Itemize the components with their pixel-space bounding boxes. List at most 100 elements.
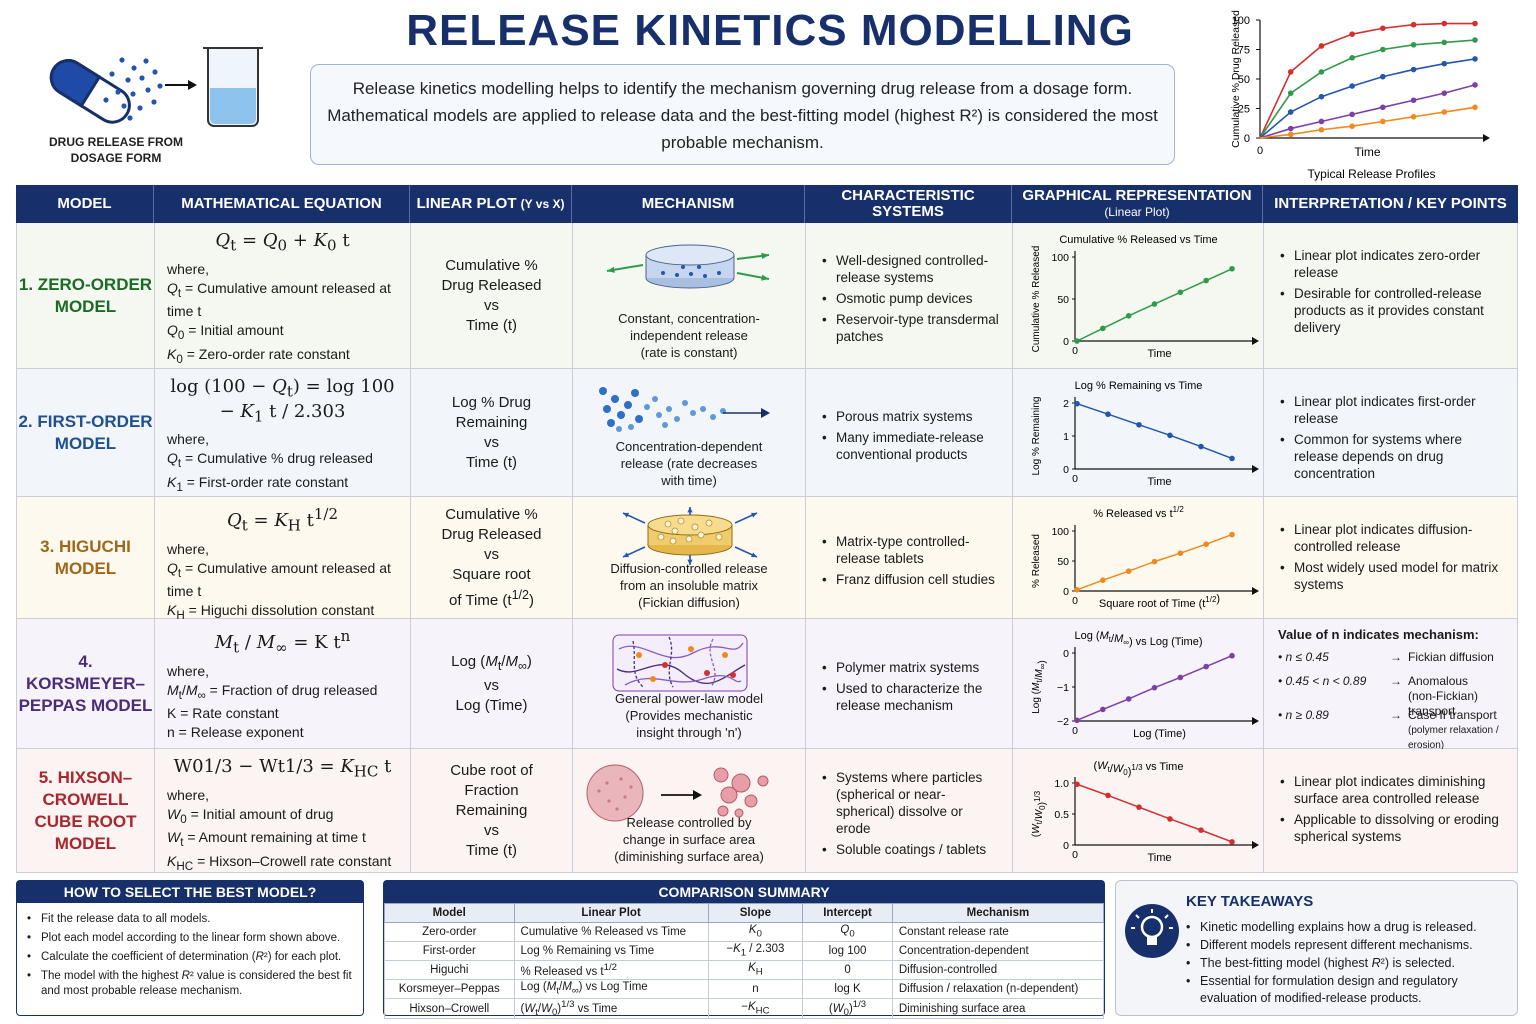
equation-definition: Wt = Amount remaining at time t: [167, 829, 366, 850]
equation-definition: K0 = Zero-order rate constant: [167, 346, 350, 366]
model-name: 1. ZERO-ORDER MODEL: [18, 274, 153, 316]
comparison-header: Model: [384, 903, 515, 923]
interpretation-item: Most widely used model for matrix system…: [1278, 559, 1507, 593]
data-point: [1380, 104, 1386, 111]
linear-plot-chart: Log (Mt/M∞) vs Log (Time)0−1−20 Log (Time…: [1031, 630, 1259, 740]
data-point: [1198, 443, 1204, 450]
typical-release-profiles-chart: 100 75 50 25 00 Time Typical Release Profiles C…: [1230, 10, 1490, 181]
data-point: [1410, 21, 1417, 28]
comparison-row: Hixson–Crowell (Wt/W0)1/3 vs Time −KHC (W0)…: [384, 997, 1105, 1020]
n-arrow: →: [1390, 674, 1402, 688]
how-to-title: HOW TO SELECT THE BEST MODEL?: [17, 881, 363, 903]
data-point: [1380, 118, 1386, 125]
polymer-network-icon: [612, 634, 748, 692]
how-to-item: • The model with the highest R² value is …: [27, 970, 352, 997]
system-item: Systems where particles (spherical or ne…: [820, 769, 1000, 837]
y-tick-label: 0: [1244, 133, 1250, 145]
where-label: where,: [167, 431, 210, 448]
linear-plot-line: of Time (t1/2): [449, 587, 534, 609]
comparison-row: Higuchi% Released vs t1/2 KH 0 Diffusion-co…: [384, 960, 1105, 980]
comparison-cell: (Wt/W0)1/3 vs Time: [513, 997, 709, 1020]
plot-title: (Wt/W0)1/3 vs Time: [1094, 760, 1184, 778]
linear-plot-line: Time (t): [465, 316, 518, 334]
dissolving-sphere-icon: [586, 764, 769, 822]
mechanism-line: with time): [661, 473, 717, 488]
plot-title: Log % Remaining vs Time: [1075, 380, 1203, 392]
interpretation-item: Linear plot indicates zero-order release: [1278, 247, 1507, 281]
equation-definition: Qt = Cumulative % drug released: [167, 450, 373, 470]
page-title: RELEASE KINETICS MODELLING: [406, 6, 1134, 55]
mechanism-line: (Provides mechanistic: [625, 708, 753, 723]
y-tick-label: −1: [1057, 682, 1069, 694]
n-note: (polymer relaxation / erosion): [1408, 725, 1499, 751]
x-tick-label: 0: [1072, 725, 1078, 737]
x-tick-label: 0: [1072, 595, 1078, 607]
comparison-cell: KH: [707, 960, 804, 980]
system-item: Used to characterize the release mechani…: [820, 680, 1000, 714]
y-tick-label: 2: [1063, 398, 1069, 410]
y-axis-label: (Wt/W0)1/3: [1031, 790, 1048, 837]
th-systems: CHARACTERISTIC SYSTEMS: [805, 185, 1012, 223]
y-tick-label: 0: [1063, 648, 1069, 660]
where-label: where,: [167, 786, 210, 803]
linear-plot-line: Remaining: [455, 801, 528, 819]
data-point: [1410, 113, 1417, 120]
data-point: [1100, 577, 1106, 583]
equation-definition: n = Release exponent: [167, 724, 304, 741]
mechanism-line: Diffusion-controlled release: [610, 561, 768, 576]
n-mechanism: Fickian diffusion: [1408, 650, 1494, 664]
n-arrow: →: [1390, 708, 1402, 722]
data-point: [1287, 125, 1294, 132]
system-item: Osmotic pump devices: [820, 290, 1000, 307]
linear-plot-line: Cumulative %: [445, 256, 538, 274]
data-point: [1151, 684, 1158, 691]
data-point: [1229, 531, 1235, 538]
lightbulb-icon: [1125, 904, 1179, 958]
interpretation-item: Desirable for controlled-release product…: [1278, 285, 1507, 336]
comparison-row: Korsmeyer–Peppas Log (Mt/M∞) vs Log Time n…: [384, 979, 1105, 999]
interpretation-cell: Value of n indicates mechanism: • n ≤ 0.4…: [1264, 619, 1519, 751]
mechanism-line: Release controlled by: [626, 815, 752, 830]
data-point: [1198, 827, 1204, 833]
comparison-row: Zero-order Cumulative % Released vs Time K…: [384, 922, 1105, 942]
systems-cell: Polymer matrix systems Used to characteri…: [806, 619, 1013, 748]
equation-definition: Q0 = Initial amount: [167, 322, 284, 343]
mechanism-illustration: [586, 764, 769, 822]
comparison-cell: −KHC: [707, 997, 804, 1020]
data-point: [1203, 541, 1209, 547]
series-line: [1259, 84, 1476, 139]
th-graph: GRAPHICAL REPRESENTATION (Linear Plot): [1012, 185, 1263, 223]
n-condition: • n ≤ 0.45: [1278, 650, 1329, 664]
y-tick-label: 100: [1051, 252, 1069, 264]
data-point: [1472, 37, 1478, 43]
n-value-row: • n ≤ 0.45 → Fickian diffusion: [1278, 650, 1507, 674]
data-point: [1177, 289, 1184, 296]
y-tick-label: 75: [1238, 45, 1250, 57]
mechanism-caption: Constant, concentration-independent rele…: [573, 310, 805, 361]
n-mechanism: Anomalous: [1408, 674, 1469, 688]
mechanism-caption: Diffusion-controlled release from an inso…: [573, 560, 805, 611]
arrows-icon: [606, 252, 770, 281]
reservoir-disk-icon: [645, 244, 735, 289]
data-point: [1125, 696, 1132, 702]
interpretation-list: Linear plot indicates diminishing surfac…: [1278, 773, 1507, 845]
data-point: [1074, 587, 1080, 593]
mechanism-line: insight through 'n'): [636, 725, 742, 740]
equation-cell: W01/3 − Wt1/3 = KHC t where, W0 = Initial …: [155, 749, 411, 873]
n-arrow: →: [1390, 650, 1402, 664]
y-axis-label: % Released: [1031, 534, 1042, 588]
linear-plot-line: vs: [484, 433, 499, 451]
comparison-cell: Log (Mt/M∞) vs Log Time: [513, 979, 709, 999]
mechanism-illustration: [622, 507, 758, 565]
system-item: Reservoir-type transdermal patches: [820, 311, 1000, 345]
linear-plot-line: Time (t): [465, 841, 518, 859]
data-point: [1229, 839, 1235, 845]
y-tick-label: 1: [1063, 431, 1069, 443]
x-axis-label: Time: [1147, 348, 1171, 360]
data-point: [1472, 56, 1478, 62]
data-point: [1318, 93, 1325, 100]
x-tick-label: 0: [1072, 849, 1078, 861]
x-axis-label: Time: [1354, 145, 1381, 159]
system-item: Well-designed controlled-release systems: [820, 252, 1000, 286]
particles-icon: [103, 57, 163, 121]
